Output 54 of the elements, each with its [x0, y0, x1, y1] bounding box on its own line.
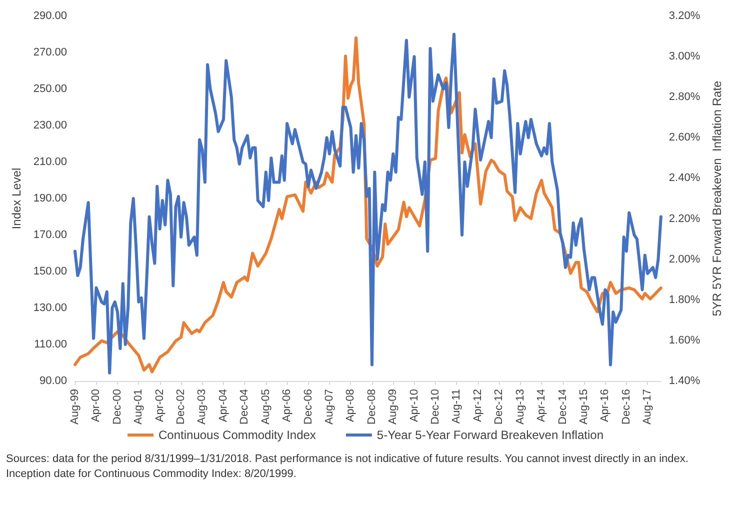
y2-tick-label: 2.60%	[668, 132, 700, 144]
y-tick-label: 110.00	[34, 338, 67, 350]
x-tick-label: Apr-08	[344, 389, 357, 422]
x-tick-label: Dec-14	[556, 389, 569, 424]
x-tick-label: Dec-04	[238, 389, 251, 424]
x-tick-label: Aug-15	[578, 389, 590, 424]
y2-tick-label: 2.80%	[668, 91, 700, 104]
x-tick-label: Aug-07	[323, 389, 336, 424]
x-tick-label: Aug-05	[260, 389, 272, 424]
x-tick-label: Apr-06	[281, 389, 294, 422]
x-tick-label: Apr-04	[217, 389, 230, 422]
y2-tick-label: 1.40%	[668, 375, 700, 387]
y-tick-label: 250.00	[33, 83, 67, 95]
y-tick-label: 210.00	[33, 156, 67, 168]
x-tick-label: Dec-10	[430, 389, 442, 424]
x-tick-label: Dec-02	[175, 389, 188, 424]
x-tick-label: Apr-02	[154, 389, 166, 422]
y-tick-label: 150.00	[33, 266, 67, 278]
x-tick-label: Aug-03	[196, 389, 208, 424]
y2-tick-label: 3.00%	[668, 50, 700, 63]
y2-tick-label: 1.80%	[668, 294, 700, 306]
y2-axis-title: 5YR 5YR Forward Breakeven Inflation Rate	[710, 80, 724, 316]
y2-tick-label: 2.40%	[668, 172, 700, 184]
x-tick-label: Dec-06	[302, 389, 314, 424]
x-tick-label: Apr-16	[599, 389, 612, 422]
x-tick-label: Dec-16	[620, 389, 632, 424]
y-axis-title: Index Level	[9, 168, 24, 230]
y-tick-label: 230.00	[33, 120, 67, 132]
x-tick-label: Aug-99	[69, 389, 81, 424]
y2-tick-label: 2.20%	[668, 212, 700, 225]
x-tick-label: Aug-09	[387, 389, 400, 424]
y-tick-label: 130.00	[33, 302, 67, 314]
source-note: Sources: data for the period 8/31/1999–1/31/2018. Past performance is not indicative of future results. You cannot invest directly in an index. Inception date for Continuous Commodity Index: 8/20/1999.	[6, 452, 690, 482]
y-tick-label: 190.00	[33, 192, 67, 204]
x-tick-label: Dec-12	[493, 389, 506, 424]
y-tick-label: 170.00	[33, 229, 67, 241]
x-tick-label: Aug-01	[132, 389, 145, 424]
legend-label: 5-Year 5-Year Forward Breakeven Inflation	[376, 428, 604, 442]
legend-label: Continuous Commodity Index	[158, 428, 316, 442]
y-tick-label: 90.00	[39, 375, 67, 387]
x-tick-label: Aug-17	[642, 389, 654, 424]
y2-tick-label: 2.00%	[668, 253, 700, 266]
y-tick-label: 290.00	[33, 10, 67, 22]
x-tick-label: Dec-08	[366, 389, 378, 424]
x-tick-label: Apr-12	[472, 389, 484, 422]
x-tick-label: Aug-13	[514, 389, 526, 424]
x-tick-label: Dec-00	[112, 389, 124, 424]
y2-tick-label: 3.20%	[668, 10, 700, 22]
y-tick-label: 270.00	[33, 46, 67, 58]
x-tick-label: Apr-10	[408, 389, 420, 422]
x-tick-label: Aug-11	[450, 389, 463, 424]
x-tick-label: Apr-00	[90, 389, 102, 422]
y2-tick-label: 1.60%	[668, 334, 700, 346]
x-tick-label: Apr-14	[536, 389, 548, 422]
